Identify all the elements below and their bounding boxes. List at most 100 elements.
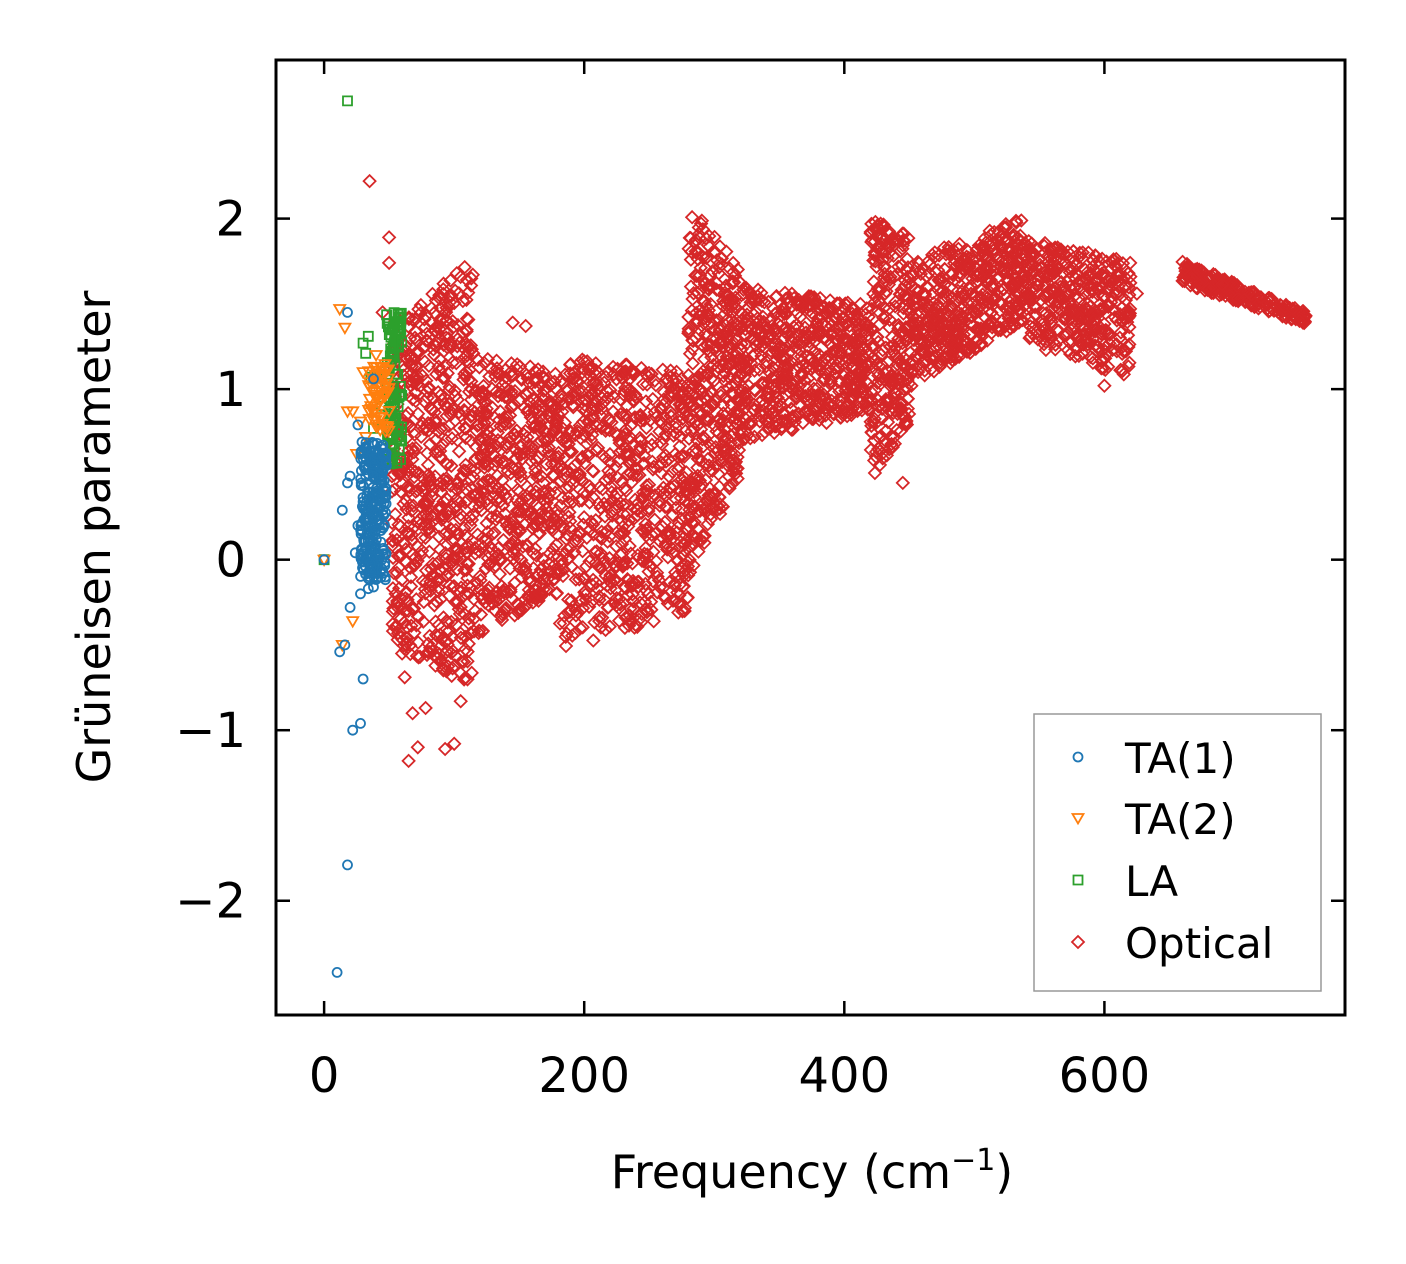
point-optical bbox=[408, 386, 423, 401]
point-optical bbox=[868, 352, 883, 368]
point-optical bbox=[641, 477, 657, 492]
point-optical bbox=[418, 373, 434, 388]
plot-frame bbox=[274, 58, 1347, 1017]
point-optical bbox=[506, 551, 521, 566]
point-optical bbox=[475, 441, 491, 457]
point-optical bbox=[897, 409, 913, 424]
point-optical bbox=[948, 259, 963, 275]
point-optical bbox=[1217, 272, 1232, 287]
point-optical bbox=[951, 290, 966, 305]
point-optical bbox=[494, 606, 510, 622]
point-optical bbox=[428, 412, 443, 428]
point-optical bbox=[533, 377, 549, 392]
point-la bbox=[342, 95, 353, 107]
point-optical bbox=[518, 318, 533, 334]
point-optical bbox=[511, 496, 527, 512]
point-optical bbox=[435, 478, 450, 493]
point-optical bbox=[1090, 273, 1105, 288]
point-optical bbox=[394, 646, 410, 661]
point-optical bbox=[946, 339, 962, 355]
point-optical bbox=[1108, 258, 1123, 273]
point-optical bbox=[391, 600, 406, 616]
point-ta1 bbox=[365, 562, 377, 574]
point-optical bbox=[708, 439, 723, 455]
point-optical bbox=[880, 364, 896, 379]
point-optical bbox=[523, 453, 539, 469]
point-optical bbox=[865, 233, 880, 248]
point-optical bbox=[592, 609, 607, 625]
point-ta2 bbox=[353, 416, 368, 429]
point-optical bbox=[452, 480, 467, 496]
point-optical bbox=[654, 455, 669, 470]
point-optical bbox=[794, 349, 809, 364]
point-optical bbox=[722, 478, 737, 493]
point-optical bbox=[1176, 269, 1191, 285]
point-optical bbox=[863, 384, 879, 400]
point-optical bbox=[476, 355, 492, 371]
point-optical bbox=[1109, 343, 1125, 359]
point-optical bbox=[971, 238, 987, 253]
point-optical bbox=[579, 354, 595, 369]
point-optical bbox=[400, 592, 415, 607]
point-optical bbox=[935, 274, 951, 289]
point-optical bbox=[687, 514, 702, 530]
axis-ticks bbox=[276, 60, 1345, 1015]
point-optical bbox=[397, 670, 412, 685]
point-optical bbox=[613, 367, 629, 383]
point-optical bbox=[875, 445, 890, 461]
point-optical bbox=[739, 312, 755, 328]
point-optical bbox=[472, 405, 488, 420]
point-optical bbox=[1030, 332, 1046, 347]
point-optical bbox=[1014, 213, 1029, 228]
point-optical bbox=[583, 368, 598, 384]
point-optical bbox=[915, 343, 931, 359]
point-optical bbox=[854, 313, 869, 328]
point-optical bbox=[840, 404, 856, 420]
point-optical bbox=[619, 408, 634, 423]
point-optical bbox=[882, 339, 898, 355]
point-optical bbox=[696, 368, 712, 384]
point-optical bbox=[733, 305, 749, 321]
point-optical bbox=[622, 454, 638, 470]
point-optical bbox=[444, 288, 459, 303]
point-optical bbox=[969, 242, 984, 258]
point-optical bbox=[435, 370, 451, 386]
point-optical bbox=[810, 319, 826, 335]
point-optical bbox=[707, 322, 722, 337]
point-optical bbox=[386, 565, 402, 581]
point-optical bbox=[1048, 342, 1063, 357]
point-optical bbox=[658, 427, 673, 442]
point-optical bbox=[646, 613, 661, 629]
point-optical bbox=[597, 592, 612, 607]
point-optical bbox=[695, 529, 711, 545]
point-optical bbox=[979, 263, 994, 279]
point-optical bbox=[546, 478, 562, 494]
point-optical bbox=[978, 235, 994, 250]
point-ta2 bbox=[345, 406, 360, 419]
point-ta1 bbox=[357, 496, 369, 508]
point-optical bbox=[838, 379, 854, 394]
point-optical bbox=[849, 380, 864, 395]
point-optical bbox=[930, 328, 946, 343]
point-optical bbox=[460, 570, 475, 586]
y-tick-label: 1 bbox=[215, 362, 246, 418]
point-optical bbox=[1178, 261, 1193, 276]
point-optical bbox=[670, 595, 686, 610]
point-optical bbox=[594, 524, 609, 540]
point-optical bbox=[473, 588, 489, 603]
x-tick-label: 600 bbox=[1059, 1048, 1151, 1104]
point-optical bbox=[762, 313, 778, 328]
point-optical bbox=[418, 320, 433, 335]
point-optical bbox=[548, 485, 563, 500]
point-optical bbox=[540, 405, 556, 421]
point-optical bbox=[575, 620, 590, 635]
point-optical bbox=[603, 455, 618, 470]
point-optical bbox=[701, 309, 716, 324]
point-optical bbox=[413, 305, 428, 321]
point-optical bbox=[408, 393, 424, 409]
point-optical bbox=[1113, 325, 1129, 340]
point-optical bbox=[671, 459, 687, 474]
point-optical bbox=[471, 417, 487, 432]
legend-label-ta1: TA(1) bbox=[1124, 734, 1236, 783]
point-optical bbox=[447, 295, 462, 311]
